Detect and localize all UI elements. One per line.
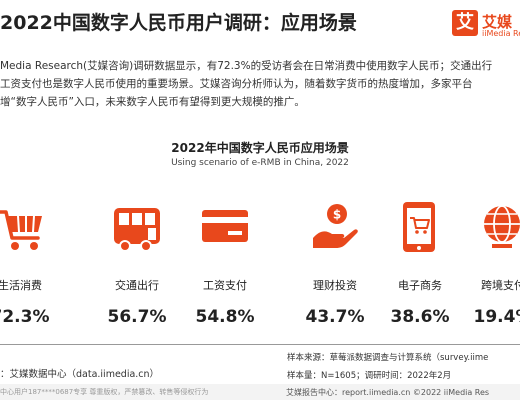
value-label: 43.7% — [305, 307, 365, 327]
page-title: 2022中国数字人民币用户调研：应用场景 — [0, 12, 357, 34]
brand-logo: 艾 艾媒 iiMedia Res — [452, 10, 520, 46]
chart-subtitle: Using scenario of e-RMB in China, 2022 — [171, 158, 349, 168]
svg-text:$: $ — [333, 208, 341, 222]
category-label: 跨境支付 — [481, 279, 520, 292]
credit-card-icon — [200, 200, 250, 254]
report-center-link[interactable]: 艾媒报告中心：report.iimedia.cn ©2022 iiMedia R… — [286, 388, 490, 397]
sample-size: 样本量：N=1605；调研时间：2022年2月 — [287, 371, 452, 381]
category-label: 电子商务 — [398, 279, 442, 292]
source-divider — [0, 344, 520, 345]
logo-mark-icon: 艾 — [452, 10, 478, 36]
value-label: 19.4% — [473, 307, 520, 327]
copyright-notice: 中心用户187****0687专享 尊重版权，严禁篡改、转售等侵权行为 — [0, 388, 209, 396]
intro-paragraph: Media Research(艾媒咨询)调研数据显示，有72.3%的受访者会在日… — [0, 57, 520, 111]
value-label: 54.8% — [195, 307, 255, 327]
hand-coins-icon: $ — [310, 200, 360, 254]
bus-icon — [112, 200, 162, 254]
value-label: 38.6% — [390, 307, 450, 327]
intro-line: Media Research(艾媒咨询)调研数据显示，有72.3%的受访者会在日… — [0, 60, 493, 72]
data-source: ：艾媒数据中心（data.iimedia.cn） — [0, 369, 160, 380]
value-label: 72.3% — [0, 307, 50, 327]
intro-line: 工资支付也是数字人民币使用的重要场景。艾媒咨询分析师认为，随着数字货币的热度增加… — [0, 78, 473, 90]
shopping-cart-icon — [0, 200, 44, 254]
globe-icon — [478, 200, 520, 254]
chart-title: 2022年中国数字人民币应用场景 — [171, 141, 349, 155]
category-label: 工资支付 — [203, 279, 247, 292]
mobile-shop-icon — [395, 200, 445, 254]
value-label: 56.7% — [107, 307, 167, 327]
intro-line: 增“数字人民币”入口，未来数字人民币有望得到更大规模的推广。 — [0, 96, 305, 108]
sample-source: 样本来源：草莓派数据调查与计算系统（survey.iime — [287, 353, 489, 363]
category-label: 交通出行 — [115, 279, 159, 292]
logo-text-en: iiMedia Res — [482, 29, 520, 38]
category-label: 理财投资 — [313, 279, 357, 292]
logo-text-cn: 艾媒 — [482, 13, 513, 31]
footer-bar: 中心用户187****0687专享 尊重版权，严禁篡改、转售等侵权行为 艾媒报告… — [0, 384, 520, 400]
category-label: 生活消费 — [0, 279, 42, 292]
